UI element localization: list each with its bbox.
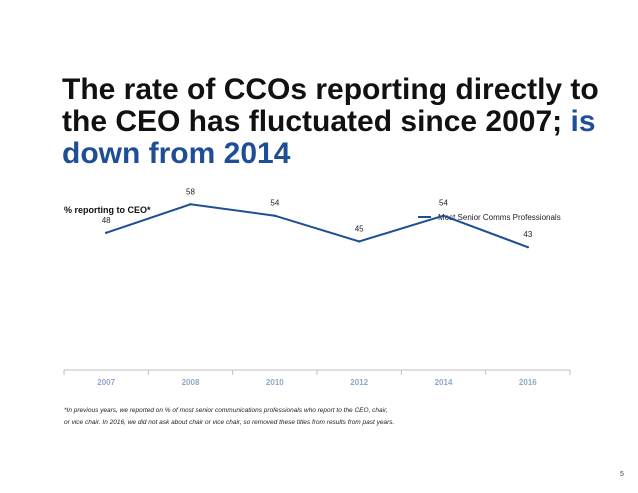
slide-title: The rate of CCOs reporting directly to t… <box>62 74 622 170</box>
legend-swatch <box>418 216 431 218</box>
x-tick-label-2010: 2010 <box>266 378 284 387</box>
footnote-line-1: *In previous years, we reported on % of … <box>64 407 388 414</box>
chart-legend: Most Senior Comms Professionals <box>418 210 561 224</box>
data-label-2008: 58 <box>186 187 195 196</box>
data-point-2010 <box>273 214 277 217</box>
data-label-2014: 54 <box>439 199 448 208</box>
footnote-line-2: or vice chair. In 2016, we did not ask a… <box>64 419 395 426</box>
data-point-2016 <box>526 245 530 249</box>
footnote: *In previous years, we reported on % of … <box>64 405 604 429</box>
x-tick-label-2012: 2012 <box>350 378 368 387</box>
x-tick-label-2007: 2007 <box>97 378 115 387</box>
data-point-2014 <box>442 214 445 217</box>
x-tick-label-2014: 2014 <box>435 378 453 387</box>
chart-title: % reporting to CEO* <box>64 205 151 215</box>
x-tick-label-2008: 2008 <box>182 378 200 387</box>
data-point-2012 <box>357 240 361 243</box>
x-tick-label-2016: 2016 <box>519 378 537 387</box>
series-line-most-senior-comms <box>105 203 529 249</box>
title-accent-text: is down from 2014 <box>62 105 596 170</box>
data-label-2007: 48 <box>102 216 111 225</box>
data-label-2012: 45 <box>355 224 364 233</box>
data-label-2010: 54 <box>270 199 279 208</box>
data-label-2016: 43 <box>523 230 532 239</box>
data-point-2008 <box>189 203 192 206</box>
title-main-text: The rate of CCOs reporting directly to t… <box>62 73 599 138</box>
page-number: 5 <box>620 471 624 478</box>
data-point-2007 <box>104 231 108 235</box>
legend-label: Most Senior Comms Professionals <box>438 212 561 222</box>
